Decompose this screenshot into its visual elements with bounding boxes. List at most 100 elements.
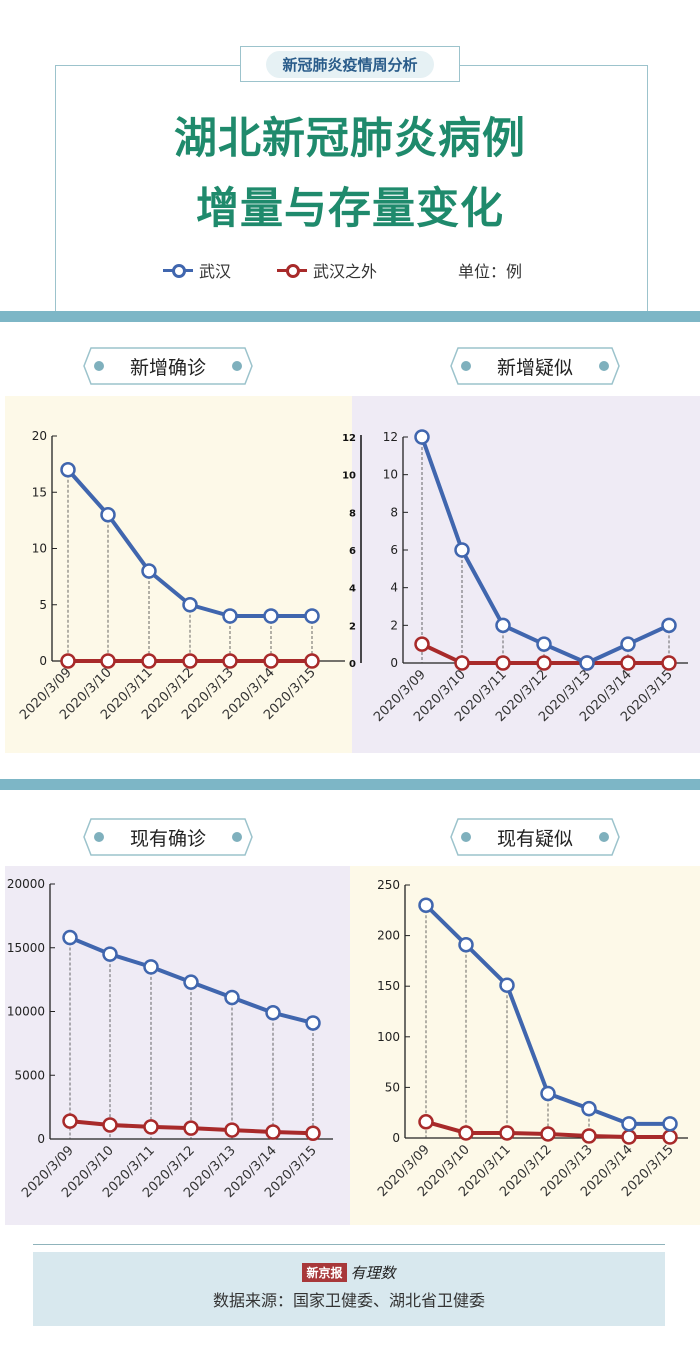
data-point-wuhan [224, 989, 240, 1006]
y-tick-label: 50 [385, 1080, 400, 1094]
y-tick-label: 10 [32, 542, 47, 556]
chart-panel-new-suspected [352, 396, 700, 753]
y-tick-label: 8 [390, 505, 398, 519]
data-point-wuhan [536, 636, 552, 652]
data-point-outside [224, 1122, 240, 1138]
y-tick-label: 0 [390, 656, 398, 670]
y-tick-label: 12 [383, 430, 398, 444]
data-point-outside [414, 636, 430, 652]
data-point-wuhan [265, 1005, 281, 1021]
data-point-outside [100, 653, 116, 669]
section-title-text: 现有疑似 [496, 827, 573, 850]
data-point-wuhan [662, 1116, 678, 1132]
data-point-outside [418, 1114, 434, 1130]
data-point-wuhan [100, 507, 116, 523]
data-point-wuhan [62, 929, 78, 946]
data-point-wuhan [305, 1015, 321, 1031]
y-tick-label: 150 [377, 979, 400, 993]
legend-outside: 武汉之外 [277, 258, 377, 282]
footer-divider [33, 1244, 665, 1245]
data-point-outside [499, 1125, 515, 1141]
data-source: 数据来源：国家卫健委、湖北省卫健委 [212, 1291, 485, 1310]
data-point-outside [620, 655, 636, 671]
data-point-wuhan [414, 429, 430, 445]
data-point-outside [621, 1129, 637, 1145]
series-line-wuhan [66, 468, 312, 618]
data-point-outside [60, 653, 76, 669]
data-point-outside [143, 1119, 159, 1135]
series-tag-text: 新冠肺炎疫情周分析 [266, 50, 434, 78]
chart-panel-new-confirmed [5, 396, 352, 753]
y-tick-label: 6 [390, 543, 398, 557]
data-point-wuhan [579, 655, 595, 671]
section-title-current-suspected: 现有疑似 [450, 818, 620, 856]
legend-label: 武汉 [199, 262, 232, 281]
data-point-outside [454, 655, 470, 671]
y-tick-label: 10 [383, 468, 398, 482]
data-point-wuhan [495, 617, 511, 634]
data-point-wuhan [540, 1085, 556, 1102]
section-title-text: 新增确诊 [129, 356, 206, 379]
y-tick-label: 20000 [7, 877, 45, 891]
data-point-wuhan [661, 617, 677, 634]
ghost-axis-tick: 4 [349, 584, 356, 595]
data-point-wuhan [222, 608, 238, 624]
y-tick-label: 5000 [14, 1068, 45, 1082]
data-point-outside [182, 653, 198, 669]
section-title-text: 新增疑似 [496, 356, 573, 379]
data-point-outside [263, 653, 279, 669]
ghost-axis-tick: 2 [349, 621, 356, 632]
data-point-wuhan [454, 542, 470, 558]
data-point-outside [661, 655, 677, 671]
data-point-outside [183, 1120, 199, 1136]
data-point-outside [304, 653, 320, 669]
section-title-new-confirmed: 新增确诊 [83, 347, 253, 385]
data-point-wuhan [143, 959, 159, 975]
data-point-outside [536, 655, 552, 671]
data-point-wuhan [418, 897, 434, 913]
logo-left: 新京报 [302, 1263, 347, 1282]
data-point-outside [495, 655, 511, 671]
data-point-wuhan [263, 608, 279, 624]
section-title-new-suspected: 新增疑似 [450, 347, 620, 385]
y-tick-label: 5 [39, 598, 47, 612]
data-point-wuhan [183, 974, 199, 990]
legend-marker-blue-icon [163, 263, 193, 278]
y-tick-label: 0 [37, 1132, 45, 1146]
ghost-axis-tick: 10 [342, 471, 356, 482]
data-point-outside [662, 1129, 678, 1145]
legend-label: 武汉之外 [313, 262, 378, 281]
chart-panel-current-suspected [350, 866, 700, 1225]
y-tick-label: 200 [377, 929, 400, 943]
y-tick-label: 250 [377, 878, 400, 892]
page-title-line1: 湖北新冠肺炎病例 [174, 114, 526, 164]
y-tick-label: 100 [377, 1030, 400, 1044]
logo-right: 有理数 [350, 1264, 396, 1282]
y-tick-label: 4 [390, 581, 398, 595]
footer: 新京报 有理数 数据来源：国家卫健委、湖北省卫健委 [33, 1252, 665, 1326]
y-tick-label: 15000 [7, 941, 45, 955]
legend-wuhan: 武汉 [163, 258, 231, 282]
divider-band [0, 779, 700, 790]
chart-panel-current-confirmed [5, 866, 350, 1225]
ghost-axis-tick: 12 [342, 433, 356, 444]
data-point-wuhan [102, 946, 118, 962]
y-tick-label: 10000 [7, 1005, 45, 1019]
data-point-outside [305, 1125, 321, 1142]
ghost-axis-tick: 0 [349, 659, 356, 670]
y-tick-label: 15 [32, 485, 47, 499]
data-point-wuhan [60, 462, 76, 478]
y-tick-label: 2 [390, 618, 398, 632]
y-tick-label: 0 [392, 1131, 400, 1145]
data-point-wuhan [182, 597, 198, 613]
logo: 新京报 有理数 [302, 1262, 396, 1283]
data-point-outside [265, 1124, 281, 1140]
data-point-wuhan [141, 563, 157, 579]
data-point-outside [102, 1117, 118, 1133]
data-point-outside [540, 1126, 556, 1142]
data-point-outside [141, 653, 157, 669]
section-title-text: 现有确诊 [129, 827, 206, 850]
data-point-wuhan [458, 936, 474, 953]
y-tick-label: 0 [39, 654, 47, 668]
